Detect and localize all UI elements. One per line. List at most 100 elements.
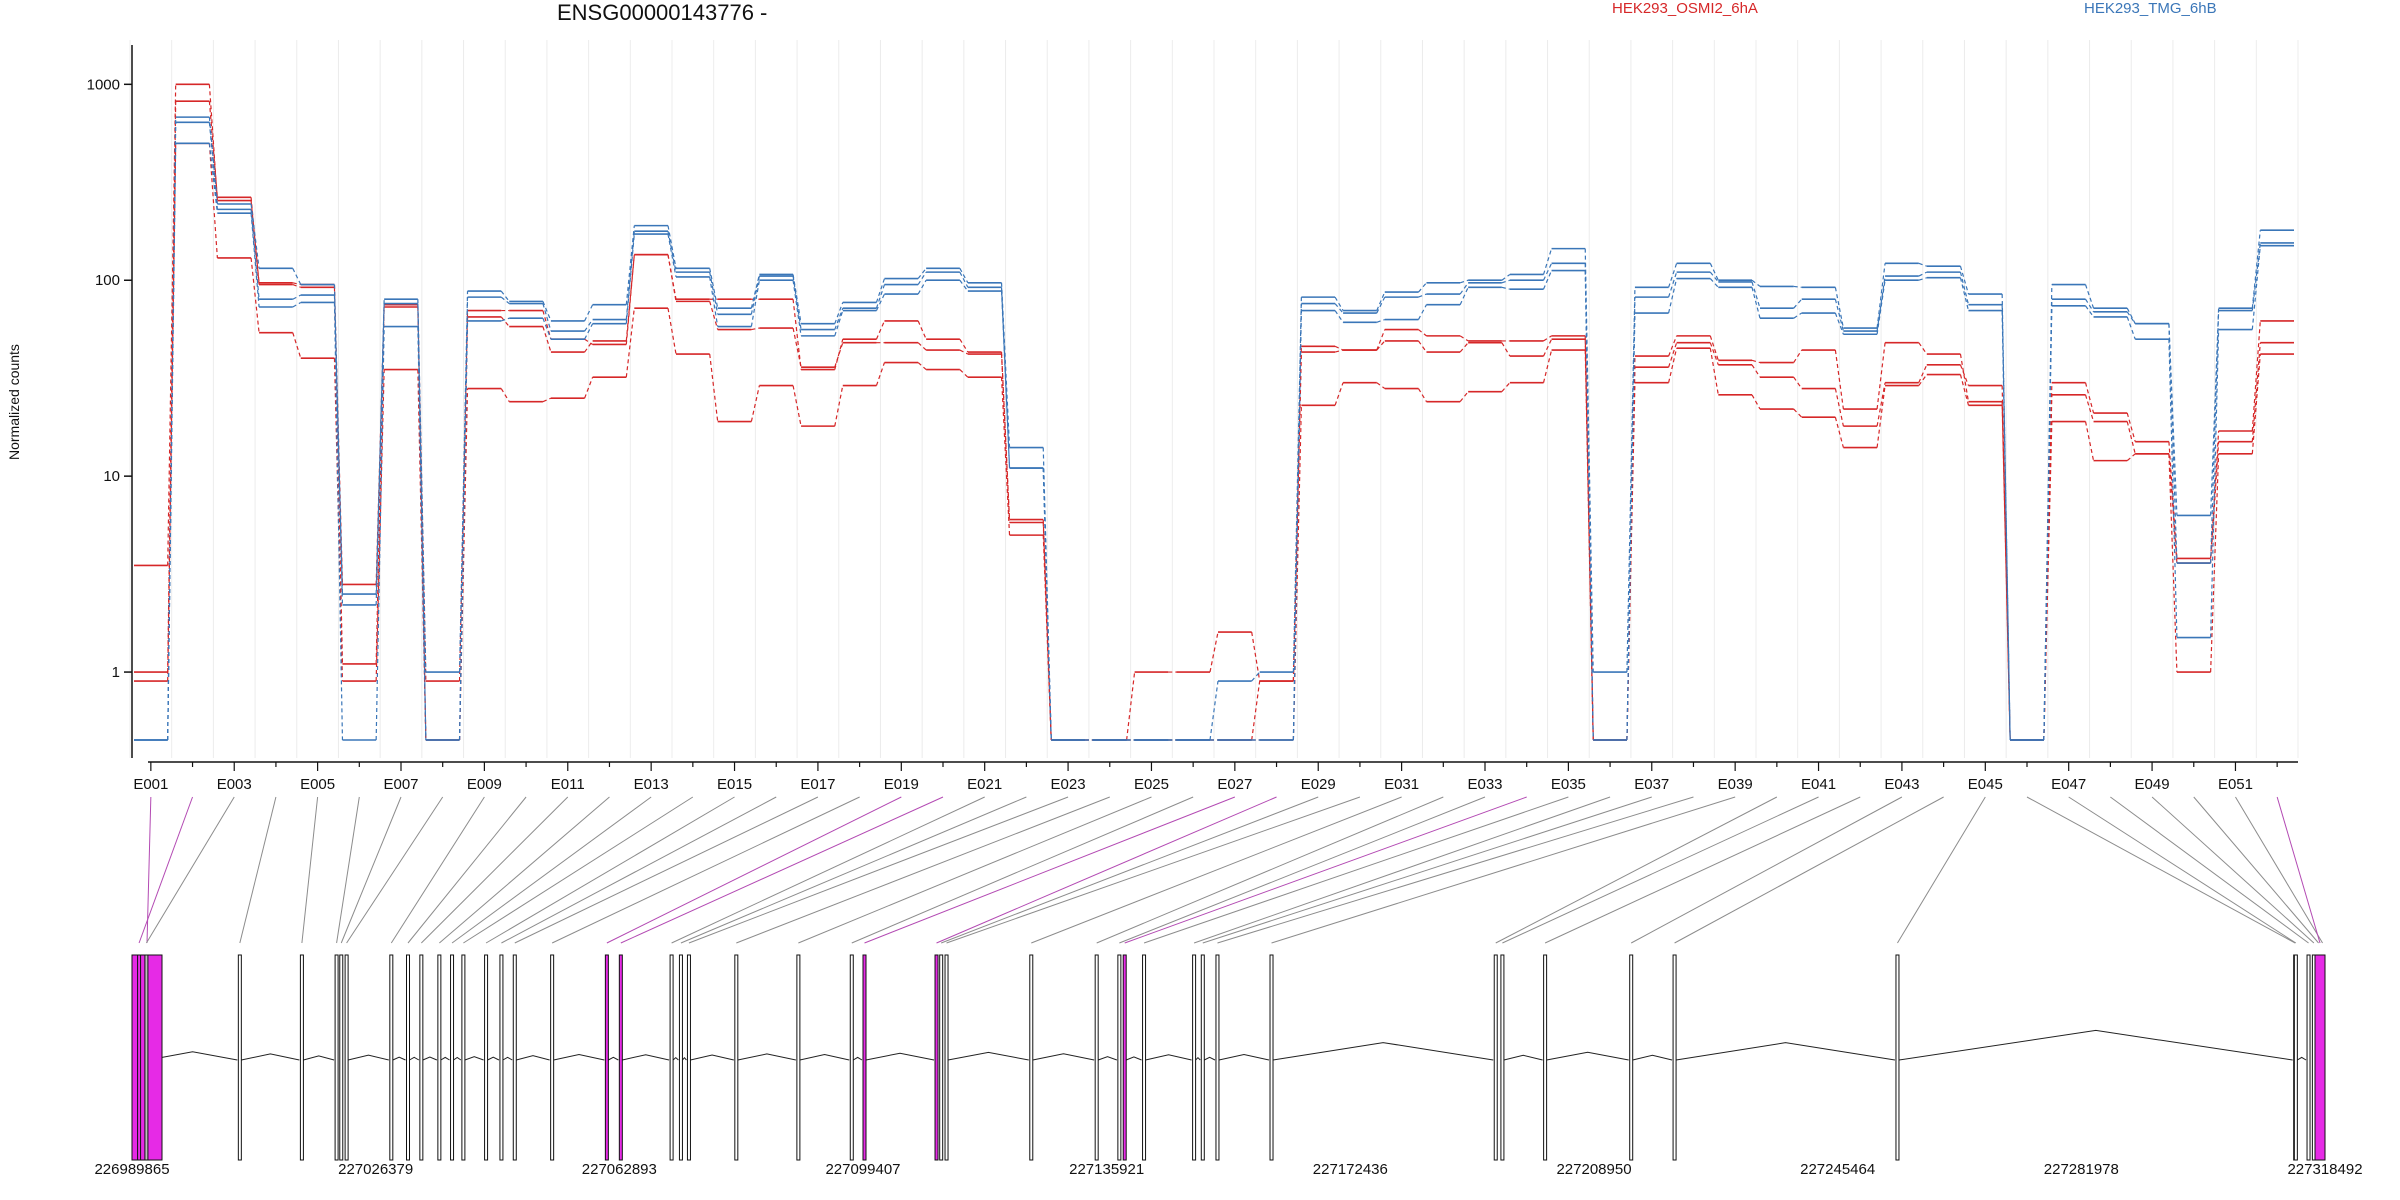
exon-block <box>1142 954 1147 1161</box>
exon-block <box>934 954 939 1161</box>
intron-arc <box>1032 1053 1095 1061</box>
data-connector <box>2126 453 2136 462</box>
data-connector <box>2210 329 2220 638</box>
intron-arc <box>409 1056 420 1061</box>
data-connector <box>875 278 886 303</box>
data-connector <box>1709 271 1719 283</box>
intron-arc <box>1218 1053 1270 1061</box>
exon-block <box>2314 954 2326 1161</box>
data-connector <box>834 339 844 370</box>
data-connector <box>1834 299 1844 332</box>
intron-arc <box>608 1056 619 1061</box>
intron-arc <box>516 1055 550 1061</box>
exon-block <box>1493 954 1498 1161</box>
data-connector <box>2251 230 2261 309</box>
data-connector <box>1376 382 1386 390</box>
intron-arc <box>502 1056 513 1061</box>
data-connector <box>584 340 594 353</box>
exon-link <box>798 796 1152 944</box>
data-connector <box>500 290 510 302</box>
intron-arc <box>422 1056 438 1061</box>
data-connector <box>1042 535 1052 741</box>
data-connector <box>2210 310 2220 564</box>
intron-arc <box>1195 1056 1201 1061</box>
data-connector <box>1834 417 1844 448</box>
intron-arc <box>853 1056 863 1061</box>
exon-block <box>939 954 944 1161</box>
exon-link <box>239 796 277 944</box>
data-connector <box>1751 394 1761 410</box>
data-connector <box>625 254 635 341</box>
data-connector <box>1459 391 1469 403</box>
exon-block <box>1500 954 1505 1161</box>
data-connector <box>1334 382 1344 406</box>
exon-link <box>1502 796 1819 944</box>
intron-arc <box>865 1052 935 1061</box>
exon-link <box>864 796 1236 944</box>
x-tick-label: E013 <box>634 776 669 793</box>
x-tick-label: E043 <box>1884 776 1919 793</box>
genomic-coordinate-label: 227135921 <box>1069 1161 1144 1178</box>
exon-link <box>390 796 485 944</box>
intron-arc <box>1503 1054 1543 1061</box>
genomic-coordinate-label: 227026379 <box>338 1161 413 1178</box>
exon-link <box>2235 796 2323 944</box>
data-connector <box>250 203 260 269</box>
data-connector <box>2084 382 2095 414</box>
data-connector <box>1542 338 1553 357</box>
data-connector <box>250 257 260 333</box>
data-connector <box>2168 339 2178 638</box>
intron-arc <box>682 1056 687 1061</box>
x-tick-label: E035 <box>1551 776 1586 793</box>
intron-arc <box>690 1054 734 1061</box>
data-connector <box>292 284 301 288</box>
plot-area <box>134 83 2294 741</box>
exon-link <box>1674 796 1944 944</box>
data-connector <box>542 303 552 332</box>
data-connector <box>1959 277 1970 311</box>
intron-arc <box>1546 1051 1629 1061</box>
data-connector <box>1793 376 1803 389</box>
data-connector <box>292 282 301 286</box>
exon-block <box>1117 954 1122 1161</box>
exon-block <box>499 954 504 1161</box>
data-connector <box>1000 377 1011 536</box>
data-connector <box>709 301 719 330</box>
exon-block <box>618 954 623 1161</box>
data-connector <box>1751 287 1761 319</box>
data-connector <box>1542 248 1553 275</box>
exon-link <box>1897 796 1986 944</box>
exon-link <box>2276 796 2321 944</box>
exon-link <box>138 796 194 944</box>
data-connector <box>500 296 510 305</box>
intron-arc <box>147 1051 238 1061</box>
data-connector <box>417 299 427 673</box>
data-connector <box>959 271 969 288</box>
data-connector <box>2251 242 2261 311</box>
intron-arc <box>1126 1056 1142 1061</box>
x-tick-label: E015 <box>717 776 752 793</box>
intron-arc <box>1098 1056 1118 1061</box>
data-connector <box>1584 248 1594 673</box>
data-connector <box>1501 342 1511 357</box>
exon-block <box>344 954 349 1161</box>
data-connector <box>2126 412 2136 442</box>
data-connector <box>208 143 218 258</box>
data-connector <box>1959 353 1970 402</box>
data-connector <box>1668 335 1678 357</box>
exon-link <box>407 796 527 944</box>
data-connector <box>1876 382 1886 427</box>
genomic-coordinate-label: 227099407 <box>825 1161 900 1178</box>
data-connector <box>333 302 344 741</box>
exon-block <box>1200 954 1205 1161</box>
data-connector <box>2251 353 2261 454</box>
data-connector <box>1959 265 1970 295</box>
data-connector <box>584 304 594 322</box>
intron-arc <box>622 1054 670 1061</box>
data-connector <box>1876 263 1886 329</box>
exon-block <box>1215 954 1220 1161</box>
exon-link <box>1495 796 1778 944</box>
data-connector <box>1418 293 1427 298</box>
data-connector <box>2001 310 2011 741</box>
data-connector <box>1417 304 1427 320</box>
